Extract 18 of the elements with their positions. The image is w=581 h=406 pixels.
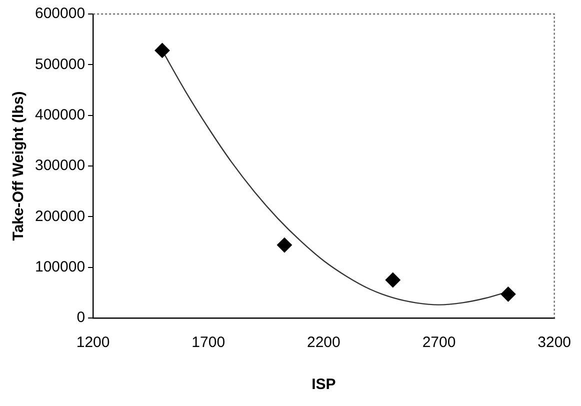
- y-axis-title: Take-Off Weight (lbs): [10, 91, 28, 241]
- x-tick-label: 1700: [192, 334, 226, 352]
- x-axis-title: ISP: [312, 376, 336, 394]
- x-tick-label: 3200: [538, 334, 572, 352]
- point: [154, 42, 170, 58]
- x-tick-label: 2700: [422, 334, 456, 352]
- y-tick-label: 200000: [34, 208, 86, 225]
- y-tick-label: 500000: [34, 56, 86, 73]
- x-tick-label: 2200: [306, 334, 340, 352]
- y-tick-label: 300000: [34, 157, 86, 174]
- point: [276, 238, 292, 253]
- x-tick-label: 1200: [76, 334, 110, 352]
- point: [385, 272, 400, 288]
- point: [500, 286, 516, 302]
- y-tick-label: 100000: [34, 258, 86, 276]
- y-tick-label: 400000: [34, 106, 86, 124]
- y-tick-label: 600000: [34, 5, 86, 22]
- y-tick-label: 0: [76, 309, 86, 326]
